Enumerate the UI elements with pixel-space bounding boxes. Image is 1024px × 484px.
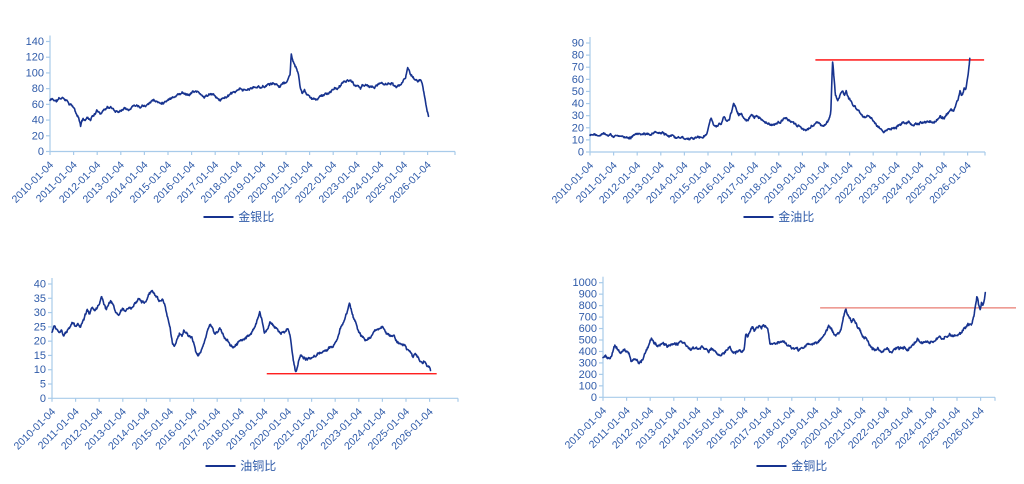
y-tick-label: 140 — [26, 36, 44, 48]
chart-gold-oil-ratio: 0 10 20 30 40 50 60 70 80 90 2010-01-04 2011-01-04 2… — [512, 0, 1024, 242]
legend-line-swatch — [756, 465, 787, 467]
gold-copper-ratio-plot: 010020030040050060070080090010002010-01-… — [563, 276, 1016, 451]
y-tick-label: 5 — [40, 379, 46, 391]
y-tick-label: 30 — [34, 307, 46, 319]
y-tick-label: 300 — [579, 357, 597, 369]
y-tick-label: 100 — [26, 67, 44, 79]
y-tick-label: 15 — [34, 350, 46, 362]
ratio-series-line — [51, 289, 432, 373]
y-tick-label: 60 — [32, 99, 44, 111]
y-tick-label: 40 — [32, 115, 44, 127]
ratio-series-line — [49, 53, 430, 128]
y-tick-label: 60 — [572, 74, 584, 86]
y-tick-label: 10 — [572, 134, 584, 146]
y-tick-label: 10 — [34, 364, 46, 376]
legend-line-swatch — [743, 216, 774, 218]
y-tick-label: 20 — [572, 122, 584, 134]
y-tick-label: 90 — [572, 38, 584, 50]
y-tick-label: 600 — [579, 323, 597, 335]
y-tick-label: 30 — [572, 110, 584, 122]
y-tick-label: 80 — [572, 50, 584, 62]
legend-gold-silver: 金银比 — [203, 210, 274, 224]
legend-gold-copper: 金铜比 — [756, 459, 827, 473]
y-tick-label: 700 — [579, 312, 597, 324]
y-tick-label: 0 — [40, 393, 46, 405]
legend-label: 金铜比 — [791, 459, 828, 473]
gold-silver-ratio-plot: 0204060801001201402010-01-042011-01-0420… — [10, 35, 456, 206]
y-tick-label: 70 — [572, 62, 584, 74]
legend-oil-copper: 油铜比 — [205, 459, 276, 473]
legend-line-swatch — [205, 465, 236, 467]
y-tick-label: 900 — [579, 289, 597, 301]
y-tick-label: 0 — [38, 146, 44, 158]
ratio-series-line — [602, 291, 987, 365]
y-tick-label: 35 — [34, 293, 46, 305]
y-tick-label: 50 — [572, 86, 584, 98]
y-tick-label: 20 — [34, 336, 46, 348]
y-tick-label: 40 — [572, 98, 584, 110]
y-tick-label: 200 — [579, 369, 597, 381]
ratio-series-line — [589, 57, 971, 141]
y-tick-label: 800 — [579, 300, 597, 312]
y-tick-label: 120 — [26, 52, 44, 64]
chart-oil-copper-ratio: 0 5 10 15 20 25 30 35 40 2010-01-04 2011-01-04 2012… — [0, 242, 512, 484]
legend-gold-oil: 金油比 — [743, 210, 814, 224]
legend-label: 油铜比 — [240, 459, 277, 473]
legend-label: 金银比 — [238, 210, 275, 224]
y-tick-label: 20 — [32, 130, 44, 142]
legend-line-swatch — [203, 216, 234, 218]
y-tick-label: 40 — [34, 279, 46, 291]
chart-gold-silver-ratio: 0 20 40 60 80 100 120 140 2010-01-04 2011-01-04 20… — [0, 0, 512, 242]
y-tick-label: 1000 — [573, 277, 597, 289]
oil-copper-ratio-plot: 05101520253035402010-01-042011-01-042012… — [12, 278, 459, 452]
y-tick-label: 25 — [34, 321, 46, 333]
legend-label: 金油比 — [778, 210, 815, 224]
y-tick-label: 400 — [579, 346, 597, 358]
y-tick-label: 100 — [579, 380, 597, 392]
chart-gold-copper-ratio: 0 100 200 300 400 500 600 700 800 900 1000 2010-01-… — [512, 242, 1024, 484]
y-tick-label: 80 — [32, 83, 44, 95]
gold-oil-ratio-plot: 01020304050607080902010-01-042011-01-042… — [550, 37, 986, 206]
y-tick-label: 0 — [591, 392, 597, 404]
y-tick-label: 500 — [579, 335, 597, 347]
y-tick-label: 0 — [578, 147, 584, 159]
